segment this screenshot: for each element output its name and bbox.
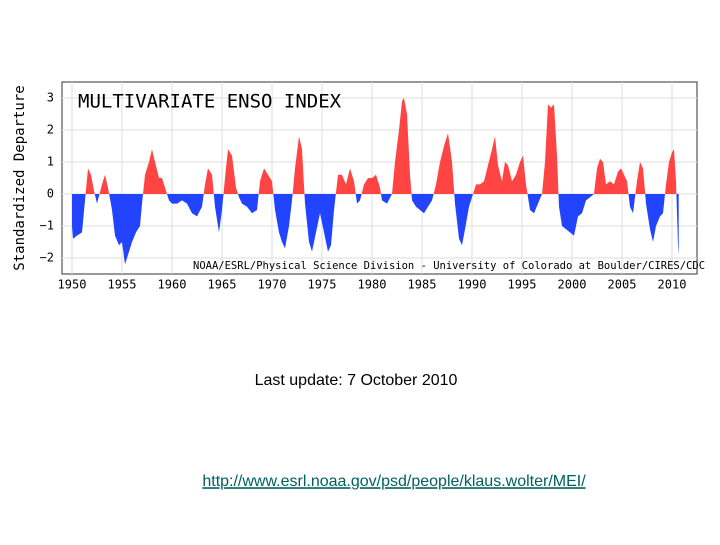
y-tick-label: 1 [47,155,54,169]
y-tick-label: −1 [40,219,54,233]
chart-title: MULTIVARIATE ENSO INDEX [78,91,342,113]
x-tick-label: 1960 [158,278,187,292]
x-tick-label: 1980 [358,278,387,292]
x-tick-label: 1990 [458,278,487,292]
plot-frame [61,81,698,275]
x-tick-label: 1955 [108,278,137,292]
x-tick-label: 2000 [558,278,587,292]
x-tick-label: 1975 [308,278,337,292]
x-tick-label: 1995 [508,278,537,292]
x-tick-label: 1970 [258,278,287,292]
y-axis-label: Standardized Departure [12,85,28,270]
update-note: Last update: 7 October 2010 [255,372,458,389]
x-tick-label: 2010 [658,278,687,292]
y-tick-label: 0 [47,187,54,201]
x-tick-label: 2005 [608,278,637,292]
y-tick-label: 2 [47,123,54,137]
x-tick-label: 1950 [58,278,87,292]
y-tick-label: −2 [40,251,54,265]
mei-area [72,98,679,265]
x-tick-label: 1965 [208,278,237,292]
link[interactable]: http://www.esrl.noaa.gov/psd/people/klau… [202,473,586,490]
x-tick-label: 1985 [408,278,437,292]
credit: NOAA/ESRL/Physical Science Division - Un… [193,260,705,272]
y-tick-label: 3 [47,91,54,105]
